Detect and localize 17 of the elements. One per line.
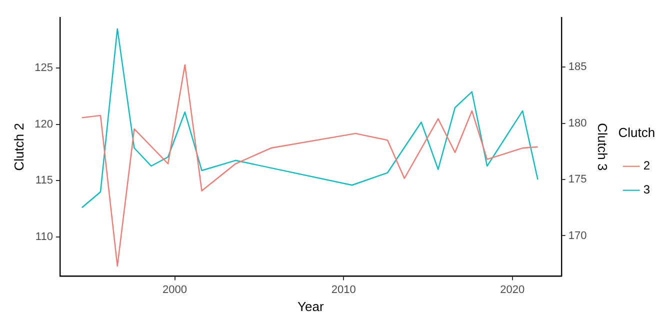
y2-tick-label: 175 xyxy=(568,174,587,186)
x-axis-title: Year xyxy=(298,298,324,314)
y2-tick-label: 170 xyxy=(568,230,587,242)
legend-label: 3 xyxy=(643,182,650,197)
x-tick-label: 2020 xyxy=(500,284,525,296)
legend-title: Clutch xyxy=(618,124,656,140)
y-axis-title: Clutch 2 xyxy=(11,123,26,171)
legend-label: 2 xyxy=(643,158,650,173)
y2-tick-label: 180 xyxy=(568,117,587,130)
y-tick-label: 115 xyxy=(35,174,53,187)
y-tick-label: 120 xyxy=(34,118,53,130)
y2-tick-label: 185 xyxy=(568,61,587,74)
y-tick-label: 125 xyxy=(34,62,53,74)
x-tick-label: 2010 xyxy=(331,284,356,296)
y-tick-label: 110 xyxy=(35,230,53,243)
y2-axis-title: Clutch 3 xyxy=(594,123,610,171)
x-tick-label: 2000 xyxy=(162,284,187,296)
